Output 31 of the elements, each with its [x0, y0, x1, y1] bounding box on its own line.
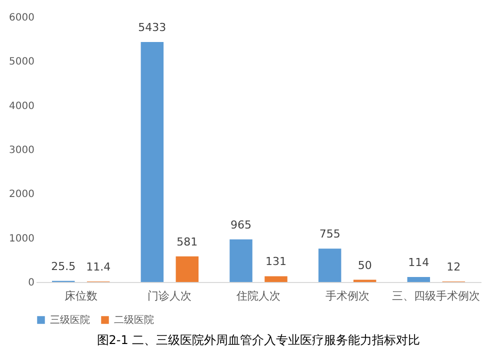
- data-label: 11.4: [86, 260, 111, 274]
- data-label: 5433: [138, 21, 166, 34]
- x-tick-label: 床位数: [64, 290, 98, 302]
- y-tick-label: 1000: [9, 233, 34, 244]
- bar: [264, 276, 288, 282]
- x-tick-label: 门诊人次: [148, 290, 192, 302]
- data-label: 25.5: [51, 260, 76, 273]
- data-label: 581: [176, 235, 198, 248]
- bar: [318, 248, 342, 282]
- y-tick-label: 6000: [9, 12, 34, 24]
- x-tick-label: 手术例次: [325, 290, 370, 302]
- legend-label: 二级医院: [114, 314, 154, 326]
- y-tick-label: 5000: [9, 56, 34, 68]
- y-tick-label: 0: [28, 278, 34, 288]
- bar: [176, 256, 199, 282]
- data-label: 755: [319, 228, 340, 241]
- bar: [230, 239, 252, 282]
- legend-label: 三级医院: [50, 314, 90, 326]
- bar: [407, 276, 430, 282]
- data-label: 114: [408, 256, 430, 269]
- x-tick-label: 住院人次: [236, 290, 280, 302]
- bar: [140, 42, 164, 282]
- data-label: 50: [358, 258, 372, 272]
- y-tick-label: 3000: [9, 145, 34, 156]
- data-label: 131: [265, 255, 286, 268]
- x-tick-label: 三、四级手术例次: [392, 290, 480, 302]
- y-tick-label: 4000: [9, 100, 34, 112]
- data-label: 12: [446, 260, 461, 274]
- text: 图2-1 二、三级医院外周血管介入专业医疗服务能力指标对比: [96, 333, 420, 347]
- data-label: 965: [230, 218, 252, 232]
- y-tick-label: 2000: [9, 189, 34, 200]
